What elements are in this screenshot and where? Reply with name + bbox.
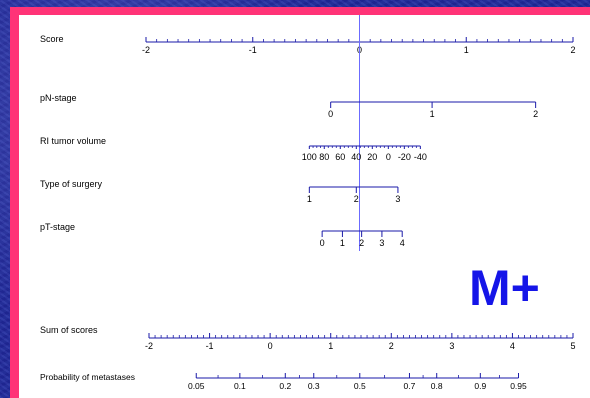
sum-tick-label: 0 [268, 341, 273, 351]
variable-label: pT-stage [40, 222, 75, 232]
variable-level-label: 40 [351, 152, 361, 162]
sum-tick-label: 3 [449, 341, 454, 351]
probability-tick-label: 0.9 [474, 381, 486, 391]
probability-tick-label: 0.2 [279, 381, 291, 391]
probability-tick-label: 0.3 [308, 381, 320, 391]
variable-level-label: 1 [430, 109, 435, 119]
variable-level-label: 20 [367, 152, 377, 162]
variable-level-label: 0 [386, 152, 391, 162]
sum-tick-label: 4 [510, 341, 515, 351]
sum-tick-label: -2 [145, 341, 153, 351]
probability-tick-label: 0.1 [234, 381, 246, 391]
variable-level-label: 3 [379, 238, 384, 248]
variable-level-label: 1 [307, 194, 312, 204]
probability-tick-label: 0.05 [188, 381, 205, 391]
variable-label: pN-stage [40, 93, 77, 103]
variable-level-label: 0 [328, 109, 333, 119]
variable-level-label: 3 [395, 194, 400, 204]
m-plus-annotation: M+ [469, 260, 540, 316]
score-axis-label: Score [40, 34, 64, 44]
probability-tick-label: 0.7 [404, 381, 416, 391]
score-tick-label: 2 [570, 45, 575, 55]
variable-level-label: 2 [533, 109, 538, 119]
variable-level-label: 2 [354, 194, 359, 204]
probability-tick-label: 0.8 [431, 381, 443, 391]
variable-label: RI tumor volume [40, 136, 106, 146]
sum-tick-label: 5 [570, 341, 575, 351]
variable-level-label: 80 [319, 152, 329, 162]
probability-tick-label: 0.95 [510, 381, 527, 391]
variable-level-label: 1 [340, 238, 345, 248]
variable-level-label: 0 [320, 238, 325, 248]
variable-label: Type of surgery [40, 179, 103, 189]
variable-level-label: 2 [359, 238, 364, 248]
probability-tick-label: 0.5 [354, 381, 366, 391]
variable-level-label: -20 [398, 152, 411, 162]
score-tick-label: 1 [464, 45, 469, 55]
sum-tick-label: -1 [206, 341, 214, 351]
sum-axis-label: Sum of scores [40, 325, 98, 335]
variable-level-label: 60 [335, 152, 345, 162]
variable-level-label: -40 [414, 152, 427, 162]
sum-tick-label: 2 [389, 341, 394, 351]
probability-axis-label: Probability of metastases [40, 372, 135, 382]
score-tick-label: -2 [142, 45, 150, 55]
score-tick-label: -1 [249, 45, 257, 55]
sum-tick-label: 1 [328, 341, 333, 351]
variable-level-label: 4 [400, 238, 405, 248]
variable-level-label: 100 [302, 152, 317, 162]
